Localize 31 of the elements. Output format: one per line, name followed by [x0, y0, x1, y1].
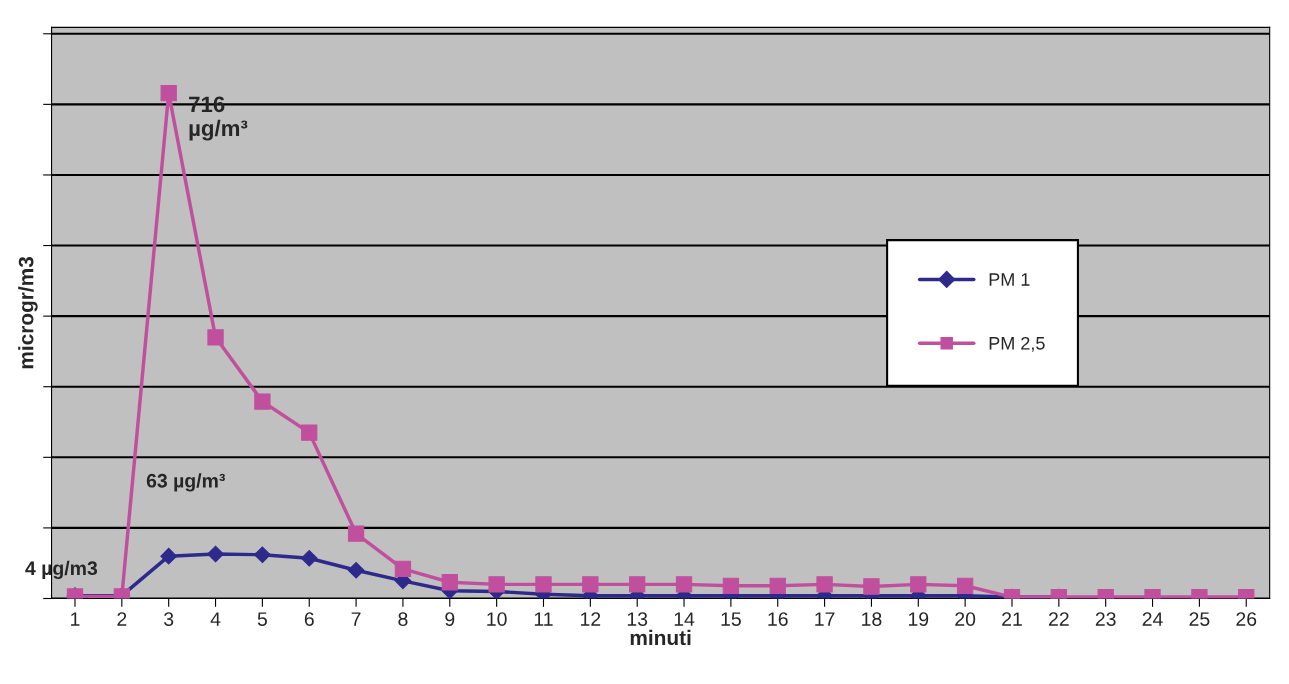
x-tick-label: 3: [164, 612, 174, 626]
x-tick-label: 7: [351, 612, 361, 626]
x-tick-label: 13: [627, 612, 648, 626]
x-tick-label: 8: [398, 612, 408, 626]
x-tick-label: 26: [1236, 612, 1257, 626]
x-tick-label: 14: [674, 612, 695, 626]
x-tick-label: 1: [71, 612, 80, 626]
x-tick-label: 16: [768, 612, 788, 626]
x-tick-label: 24: [1142, 612, 1163, 626]
x-tick-label: 5: [257, 612, 267, 626]
x-tick-label: 21: [1002, 612, 1022, 626]
x-tick-label: 4: [210, 612, 221, 626]
x-tick-label: 6: [304, 612, 314, 626]
legend-label: PM 2,5: [989, 336, 1045, 352]
x-tick-label: 11: [534, 612, 553, 626]
x-tick-label: 15: [721, 612, 741, 626]
y-axis-title: microgr/m3: [18, 256, 38, 369]
x-axis-title: minuti: [630, 629, 691, 646]
x-tick-label: 23: [1095, 612, 1116, 626]
x-tick-label: 19: [908, 612, 929, 626]
data-label: 63 µg/m³: [146, 473, 225, 492]
x-tick-label: 25: [1189, 612, 1210, 626]
x-tick-label: 2: [117, 612, 127, 626]
x-tick-label: 10: [487, 612, 507, 626]
x-tick-label: 9: [445, 612, 455, 626]
x-tick-label: 18: [862, 612, 882, 626]
x-tick-label: 20: [955, 612, 976, 626]
x-tick-label: 17: [815, 612, 835, 626]
legend-label: PM 1: [989, 273, 1030, 286]
x-tick-label: 22: [1049, 612, 1069, 626]
x-tick-label: 12: [581, 612, 601, 626]
